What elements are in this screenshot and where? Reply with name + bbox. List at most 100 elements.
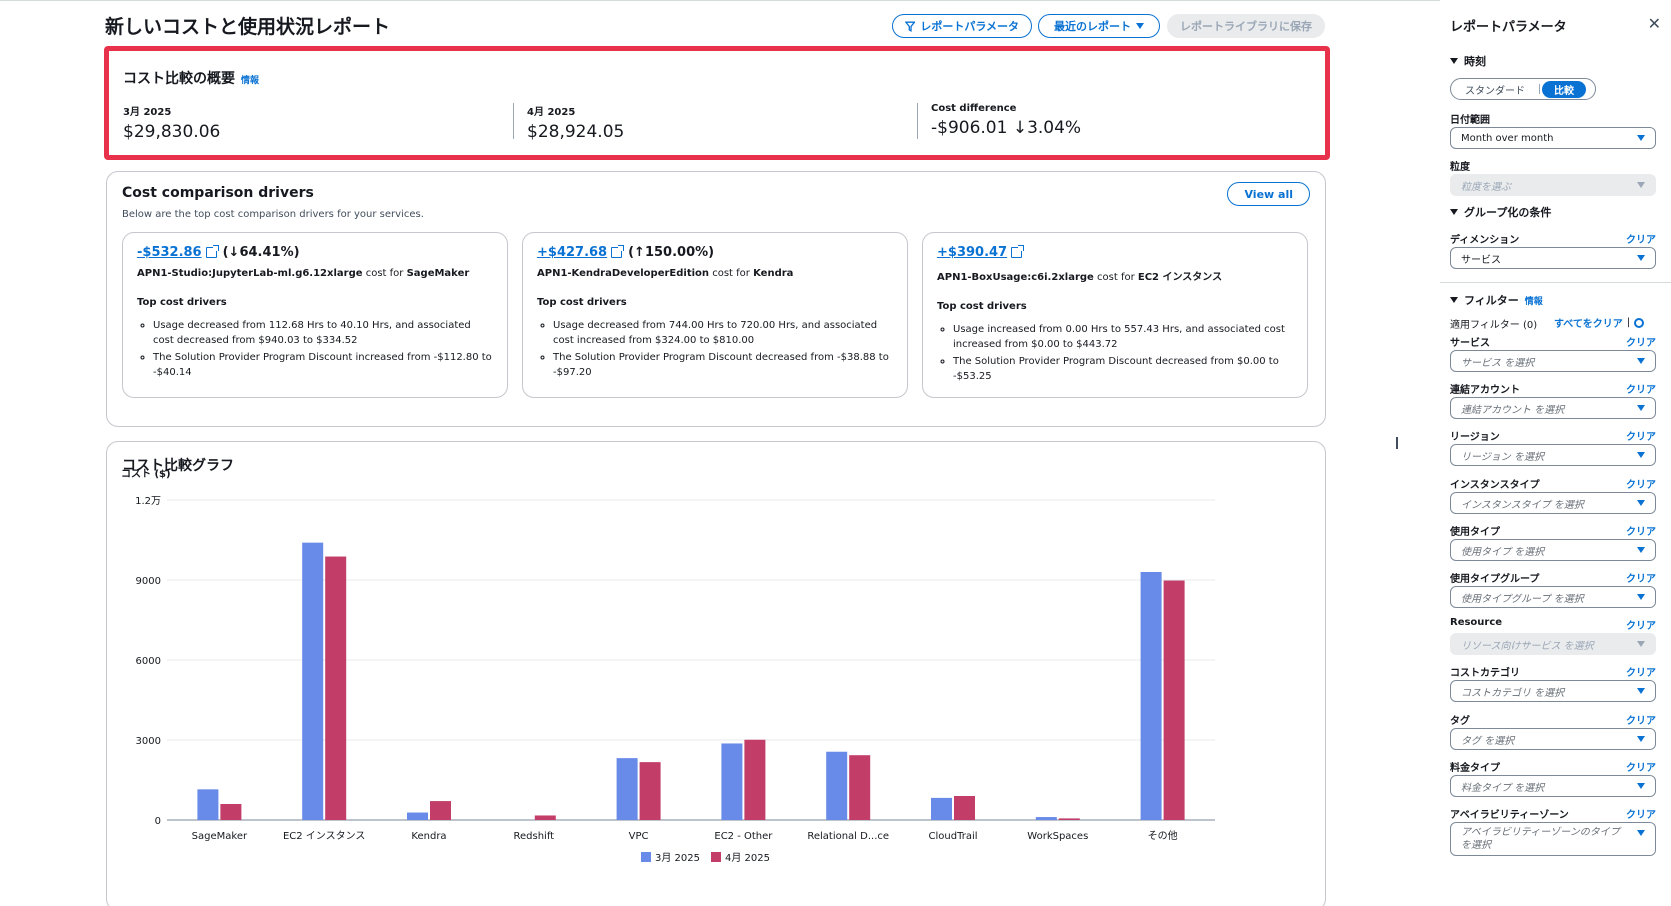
dimension-select[interactable]: サービス: [1450, 247, 1656, 269]
bar: [325, 556, 347, 820]
drivers-title: Cost comparison drivers: [122, 185, 314, 201]
list-item: The Solution Provider Program Discount d…: [953, 354, 1293, 384]
caret-down-icon: [1637, 500, 1645, 506]
filter-placeholder: 連結アカウント を選択: [1461, 404, 1565, 416]
y-tick-label: 0: [155, 816, 161, 827]
clear-link[interactable]: クリア: [1626, 385, 1656, 396]
caret-down-icon: [1637, 641, 1645, 647]
filter-icon: [905, 21, 916, 32]
divider: |: [1626, 317, 1631, 328]
legend-swatch: [641, 852, 651, 862]
clear-all-link[interactable]: すべてをクリア |: [1554, 315, 1645, 330]
y-tick-label: 3000: [136, 736, 161, 747]
filter-select[interactable]: 連結アカウント を選択: [1450, 397, 1656, 419]
clear-link[interactable]: クリア: [1626, 527, 1656, 538]
recent-reports-label: 最近のレポート: [1054, 20, 1131, 33]
applied-filters-count: 適用フィルター (0): [1450, 320, 1538, 331]
caret-down-icon: [1450, 297, 1458, 303]
filter-select[interactable]: サービス を選択: [1450, 350, 1656, 372]
metric-april-value: $28,924.05: [527, 122, 625, 142]
date-range-value: Month over month: [1461, 132, 1554, 144]
info-link[interactable]: 情報: [1524, 296, 1543, 307]
metric-difference-value: -$906.01 ↓3.04%: [931, 118, 1082, 138]
metric-divider: [513, 103, 514, 139]
filter-select[interactable]: アベイラビリティーゾーンのタイプ を選択: [1450, 822, 1656, 856]
bar: [302, 542, 324, 820]
granularity-placeholder: 粒度を選ぶ: [1461, 181, 1511, 193]
filter-select[interactable]: 使用タイプグループ を選択: [1450, 586, 1656, 608]
filter-label: リージョン: [1450, 432, 1500, 443]
bar: [534, 815, 556, 820]
bar: [744, 739, 766, 820]
metric-march: 3月 2025 $29,830.06: [123, 103, 220, 142]
panel-resize-handle[interactable]: [1396, 437, 1398, 449]
clear-link[interactable]: クリア: [1626, 338, 1656, 349]
clear-link[interactable]: クリア: [1626, 621, 1656, 632]
top-cost-drivers-label: Top cost drivers: [937, 301, 1027, 312]
filter-label: サービス: [1450, 338, 1490, 349]
segment-standard[interactable]: スタンダード: [1465, 85, 1525, 97]
filters-section-toggle[interactable]: フィルター 情報: [1450, 292, 1543, 308]
view-all-button[interactable]: View all: [1227, 182, 1310, 206]
save-to-library-label: レポートライブラリに保存: [1180, 20, 1312, 33]
granularity-select[interactable]: 粒度を選ぶ: [1450, 174, 1656, 196]
gear-icon[interactable]: [1634, 317, 1645, 328]
filter-select[interactable]: 料金タイプ を選択: [1450, 775, 1656, 797]
x-tick-label: WorkSpaces: [1027, 831, 1088, 842]
driver-amount-link[interactable]: +$427.68: [537, 245, 608, 260]
report-parameters-button[interactable]: レポートパラメータ: [892, 14, 1032, 38]
driver-amount-link[interactable]: +$390.47: [937, 245, 1008, 260]
date-range-select[interactable]: Month over month: [1450, 127, 1656, 149]
list-item: Usage decreased from 112.68 Hrs to 40.10…: [153, 318, 493, 348]
filter-select[interactable]: インスタンスタイプ を選択: [1450, 492, 1656, 514]
driver-card: -$532.86 (↓64.41%) APN1-Studio:JupyterLa…: [122, 232, 508, 398]
time-section-toggle[interactable]: 時刻: [1450, 53, 1486, 69]
close-icon[interactable]: ✕: [1647, 14, 1661, 33]
bar: [1163, 580, 1185, 820]
x-tick-label: その他: [1148, 829, 1178, 842]
panel-title: レポートパラメータ: [1450, 20, 1567, 35]
clear-link[interactable]: クリア: [1626, 432, 1656, 443]
summary-title-text: コスト比較の概要: [123, 71, 235, 87]
recent-reports-button[interactable]: 最近のレポート: [1038, 14, 1160, 38]
filter-label: 連結アカウント: [1450, 385, 1520, 396]
bar: [1035, 817, 1057, 820]
filter-placeholder: 料金タイプ を選択: [1461, 782, 1545, 794]
clear-link[interactable]: クリア: [1626, 574, 1656, 585]
filter-select[interactable]: リソース向けサービス を選択: [1450, 633, 1656, 655]
save-to-library-button[interactable]: レポートライブラリに保存: [1167, 14, 1325, 38]
filter-select[interactable]: 使用タイプ を選択: [1450, 539, 1656, 561]
group-by-section-toggle[interactable]: グループ化の条件: [1450, 204, 1551, 220]
clear-link[interactable]: クリア: [1626, 716, 1656, 727]
caret-down-icon: [1450, 209, 1458, 215]
filter-placeholder: 使用タイプ を選択: [1461, 546, 1545, 558]
filter-select[interactable]: タグ を選択: [1450, 728, 1656, 750]
filter-select[interactable]: コストカテゴリ を選択: [1450, 680, 1656, 702]
list-item: Usage increased from 0.00 Hrs to 557.43 …: [953, 322, 1293, 352]
filter-select[interactable]: リージョン を選択: [1450, 444, 1656, 466]
driver-amount-link[interactable]: -$532.86: [137, 245, 202, 260]
caret-down-icon: [1637, 358, 1645, 364]
cost-comparison-summary: コスト比較の概要 情報 3月 2025 $29,830.06 4月 2025 $…: [104, 46, 1330, 160]
clear-link[interactable]: クリア: [1626, 810, 1656, 821]
filter-placeholder: リージョン を選択: [1461, 451, 1544, 463]
info-link[interactable]: 情報: [241, 76, 260, 86]
bar: [430, 801, 451, 820]
clear-link[interactable]: クリア: [1626, 763, 1656, 774]
list-item: The Solution Provider Program Discount i…: [153, 350, 493, 380]
external-link-icon[interactable]: [205, 245, 219, 258]
granularity-label: 粒度: [1450, 162, 1470, 173]
metric-april: 4月 2025 $28,924.05: [527, 103, 624, 142]
filter-placeholder: サービス を選択: [1461, 357, 1535, 369]
date-range-label: 日付範囲: [1450, 115, 1490, 126]
external-link-icon[interactable]: [611, 245, 625, 258]
segment-compare[interactable]: 比較: [1542, 80, 1586, 98]
driver-percent: (↓64.41%): [222, 245, 300, 260]
top-cost-drivers-label: Top cost drivers: [137, 297, 227, 308]
clear-link[interactable]: クリア: [1626, 480, 1656, 491]
clear-link[interactable]: クリア: [1626, 668, 1656, 679]
driver-description: APN1-KendraDeveloperEdition cost for Ken…: [537, 268, 794, 279]
clear-link[interactable]: クリア: [1626, 235, 1656, 246]
external-link-icon[interactable]: [1011, 245, 1025, 258]
x-tick-label: CloudTrail: [929, 831, 978, 842]
